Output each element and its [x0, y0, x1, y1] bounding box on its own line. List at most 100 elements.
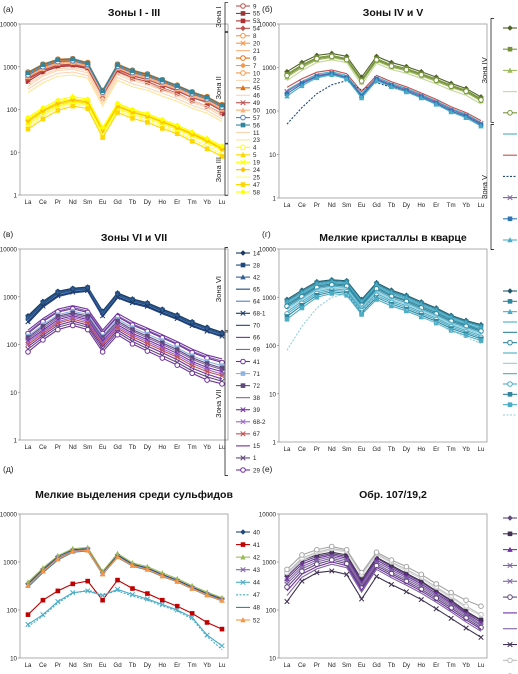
- data-point-56-tb: [130, 68, 135, 73]
- legend-entry-22: 22: [253, 78, 260, 85]
- series-line-1: [286, 552, 482, 622]
- y-tick-label: 1: [273, 196, 277, 203]
- series-line-43: [286, 72, 482, 124]
- chart-panel-2: 1 10 100 1000 10000 La Ce Pr Nd Sm Eu Gd Tb Dy Ho Er Tm Y…: [259, 4, 517, 250]
- legend-marker-2: [507, 25, 513, 31]
- data-point-47-ho: [160, 126, 165, 131]
- data-point-1-gd: [374, 297, 379, 302]
- legend-marker-3: [507, 46, 513, 52]
- y-tick-label: 10000: [0, 512, 18, 519]
- zone-label: Зона III: [214, 157, 223, 182]
- legend-marker-6-1: [507, 594, 513, 600]
- data-point-41-gd: [115, 577, 120, 583]
- data-point-1-pr: [314, 294, 320, 300]
- legend-marker-10-1: [507, 657, 513, 664]
- chart-title: Мелкие кристаллы в кварце: [319, 232, 467, 244]
- legend-entry-49: 49: [253, 100, 260, 107]
- panel-label: (е): [262, 464, 273, 474]
- x-tick-label-ce: Ce: [298, 202, 306, 209]
- plot-frame: [278, 513, 488, 659]
- legend-marker-53: [240, 18, 246, 24]
- data-point-24-pr: [55, 100, 61, 107]
- data-point-48-gd: [373, 57, 380, 63]
- legend-entry-8: 8: [253, 33, 257, 40]
- data-point-62-ce: [299, 82, 305, 89]
- data-point-41-yb: [204, 620, 210, 625]
- legend-marker-39: [240, 407, 246, 413]
- legend-marker-72: [240, 383, 246, 388]
- y-tick-label: 1000: [262, 65, 276, 72]
- data-point-47-yb: [204, 146, 210, 152]
- data-point-6-1-la: [284, 584, 290, 590]
- data-point-10-2-gd: [373, 549, 380, 556]
- x-tick-label-er: Er: [433, 446, 439, 453]
- series-line-72: [27, 312, 223, 369]
- legend-entry-50: 50: [253, 107, 260, 114]
- x-tick-label-yb: Yb: [203, 199, 211, 206]
- legend-entry-68-2: 68-2: [253, 419, 266, 426]
- legend: 245811121310679114: [503, 288, 517, 416]
- chart-title: Зоны IV и V: [363, 7, 423, 19]
- series-48: [284, 53, 484, 103]
- x-tick-label-yb: Yb: [462, 662, 470, 669]
- x-tick-label-pr: Pr: [55, 199, 61, 206]
- data-point-44-sm: [85, 588, 91, 594]
- data-point-58-yb: [204, 135, 210, 142]
- x-tick-label-yb: Yb: [203, 444, 211, 451]
- legend-marker-10: [240, 70, 246, 76]
- data-point-10-2-ce: [299, 552, 305, 558]
- x-tick-label-yb: Yb: [203, 662, 211, 669]
- legend-marker-68-2: [240, 419, 246, 425]
- y-tick-label: 100: [266, 109, 277, 116]
- data-point-48-ce: [299, 63, 305, 69]
- x-tick-label-lu: Lu: [478, 662, 485, 669]
- chart-panel-3: 1 10 100 1000 10000 La Ce Pr Nd Sm Eu Gd Tb Dy Ho Er Tm Y…: [0, 229, 266, 476]
- series-line-1: [27, 322, 223, 382]
- legend-entry-23: 23: [253, 137, 260, 144]
- data-point-62-tb: [388, 83, 395, 90]
- data-point-10-2-tm: [448, 589, 454, 596]
- series-line-66: [27, 305, 223, 360]
- legend-marker-40: [240, 529, 246, 535]
- legend-entry-24: 24: [253, 167, 260, 174]
- x-tick-label-lu: Lu: [478, 446, 485, 453]
- series-11: [27, 71, 223, 120]
- x-tick-label-nd: Nd: [328, 662, 336, 669]
- x-tick-label-gd: Gd: [372, 446, 381, 453]
- data-point-1-la: [284, 316, 290, 322]
- series-line-2: [286, 52, 482, 98]
- x-tick-label-nd: Nd: [328, 202, 336, 209]
- data-point-1-dy: [404, 308, 409, 314]
- series-line-14: [286, 292, 482, 351]
- series-line-8: [286, 570, 482, 638]
- data-point-71-lu: [219, 363, 225, 368]
- data-point-3-nd: [329, 552, 335, 558]
- y-tick-label: 1: [273, 440, 277, 447]
- data-point-47-dy: [145, 120, 150, 125]
- data-point-8-sm: [344, 571, 350, 578]
- legend-entry-25: 25: [253, 174, 260, 181]
- data-point-41-eu: [100, 597, 105, 603]
- data-point-52-tm: [189, 585, 195, 591]
- y-tick-label: 10000: [259, 22, 277, 29]
- data-point-62-tm: [448, 109, 454, 115]
- data-point-2-eu: [359, 577, 364, 582]
- data-point-56-eu: [100, 88, 105, 94]
- y-tick-label: 1: [14, 438, 18, 445]
- x-tick-label-lu: Lu: [219, 199, 226, 206]
- legend-entry-55: 55: [253, 11, 260, 18]
- y-tick-label: 10: [269, 152, 276, 159]
- legend-marker-42: [240, 274, 246, 280]
- data-point-47-ce: [40, 116, 46, 122]
- data-point-29-eu: [99, 349, 106, 355]
- x-tick-label-tm: Tm: [447, 446, 456, 453]
- y-tick-label: 1000: [3, 294, 17, 301]
- data-point-29-yb: [204, 377, 210, 383]
- series-line-7-1: [286, 563, 482, 632]
- data-point-8-er: [433, 606, 439, 612]
- x-tick-label-la: La: [25, 662, 32, 669]
- data-point-58-tm: [189, 129, 195, 135]
- data-point-72-la: [25, 335, 31, 340]
- data-point-56-sm: [85, 60, 90, 66]
- data-point-48-er: [433, 77, 440, 84]
